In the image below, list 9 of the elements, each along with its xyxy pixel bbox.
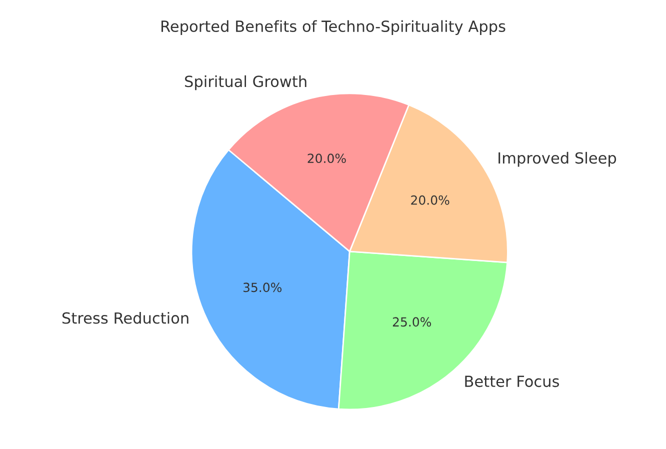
data-label: 25.0%	[392, 317, 432, 327]
data-label: 20.0%	[411, 195, 450, 205]
slice-label: Stress Reduction	[62, 312, 188, 324]
slice-label: Better Focus	[465, 376, 559, 388]
data-label: 20.0%	[308, 154, 346, 164]
data-label: 35.0%	[243, 282, 282, 292]
chart-title: Reported Benefits of Techno-Spirituality Apps	[161, 20, 506, 35]
slice-label: Improved Sleep	[498, 152, 616, 167]
slice-label: Spiritual Growth	[185, 75, 306, 90]
